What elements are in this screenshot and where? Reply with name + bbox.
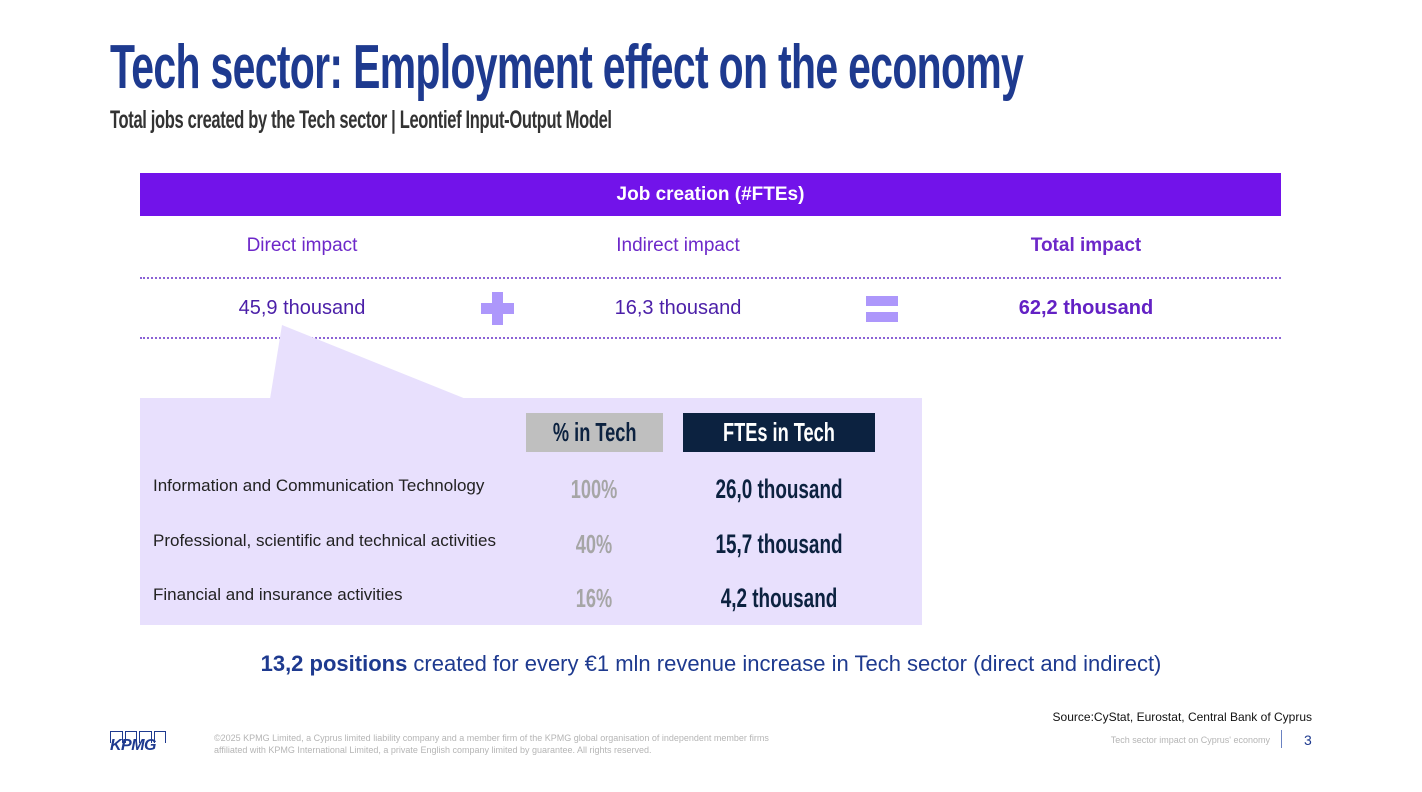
document-title: Tech sector impact on Cyprus' economy bbox=[1110, 735, 1270, 745]
legal-notice: ©2025 KPMG Limited, a Cyprus limited lia… bbox=[214, 733, 769, 755]
row-fte: 4,2 thousand bbox=[720, 583, 838, 613]
page-number: 3 bbox=[1304, 732, 1312, 748]
plus-icon-vertical bbox=[492, 292, 503, 325]
kpmg-logo-text: KPMG bbox=[110, 737, 157, 754]
fte-column-header: FTEs in Tech bbox=[683, 413, 875, 452]
indirect-impact-value: 16,3 thousand bbox=[614, 297, 742, 319]
divider bbox=[140, 337, 1281, 339]
row-fte: 15,7 thousand bbox=[715, 529, 843, 559]
direct-impact-label: Direct impact bbox=[246, 235, 358, 256]
equals-icon bbox=[866, 296, 898, 306]
row-pct: 100% bbox=[570, 474, 618, 504]
row-label: Information and Communication Technology bbox=[153, 476, 485, 495]
row-label: Financial and insurance activities bbox=[153, 585, 403, 604]
key-takeaway: 13,2 positions created for every €1 mln … bbox=[0, 651, 1422, 677]
kpmg-logo: KPMG bbox=[110, 731, 166, 755]
total-impact-value: 62,2 thousand bbox=[1018, 297, 1154, 319]
page-title: Tech sector: Employment effect on the ec… bbox=[110, 33, 1024, 102]
footer-divider bbox=[1281, 730, 1282, 748]
key-takeaway-highlight: 13,2 positions bbox=[260, 651, 408, 676]
direct-impact-value: 45,9 thousand bbox=[238, 297, 366, 319]
row-pct: 16% bbox=[575, 583, 613, 613]
indirect-impact-label: Indirect impact bbox=[616, 235, 740, 256]
source-note: Source:CyStat, Eurostat, Central Bank of… bbox=[1052, 710, 1312, 724]
row-label: Professional, scientific and technical a… bbox=[153, 531, 496, 550]
fte-column-label: FTEs in Tech bbox=[723, 417, 835, 447]
total-impact-label: Total impact bbox=[1030, 235, 1142, 256]
divider bbox=[140, 277, 1281, 279]
pct-column-header: % in Tech bbox=[526, 413, 663, 452]
page-subtitle: Total jobs created by the Tech sector | … bbox=[110, 106, 612, 134]
table-header: Job creation (#FTEs) bbox=[140, 173, 1281, 216]
key-takeaway-text: created for every €1 mln revenue increas… bbox=[407, 651, 1162, 676]
row-fte: 26,0 thousand bbox=[715, 474, 843, 504]
row-pct: 40% bbox=[575, 529, 613, 559]
equals-icon-lower bbox=[866, 312, 898, 322]
pct-column-label: % in Tech bbox=[552, 417, 637, 447]
